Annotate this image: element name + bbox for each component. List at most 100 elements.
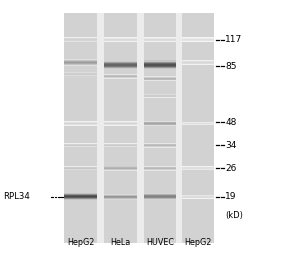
FancyBboxPatch shape <box>64 38 97 39</box>
FancyBboxPatch shape <box>143 79 176 80</box>
FancyBboxPatch shape <box>104 170 136 171</box>
FancyBboxPatch shape <box>182 37 215 38</box>
FancyBboxPatch shape <box>143 76 176 77</box>
FancyBboxPatch shape <box>64 197 97 199</box>
FancyBboxPatch shape <box>143 97 176 98</box>
FancyBboxPatch shape <box>143 37 176 38</box>
FancyBboxPatch shape <box>64 195 97 196</box>
FancyBboxPatch shape <box>182 195 215 196</box>
FancyBboxPatch shape <box>143 196 176 197</box>
FancyBboxPatch shape <box>143 64 176 65</box>
Text: 26: 26 <box>225 164 237 173</box>
FancyBboxPatch shape <box>143 95 176 96</box>
FancyBboxPatch shape <box>143 168 176 169</box>
FancyBboxPatch shape <box>64 124 97 125</box>
FancyBboxPatch shape <box>64 144 97 145</box>
FancyBboxPatch shape <box>104 76 136 77</box>
FancyBboxPatch shape <box>64 59 97 60</box>
Text: HUVEC: HUVEC <box>146 238 174 247</box>
FancyBboxPatch shape <box>143 195 176 196</box>
FancyBboxPatch shape <box>104 199 136 200</box>
FancyBboxPatch shape <box>143 123 176 124</box>
FancyBboxPatch shape <box>143 167 176 168</box>
FancyBboxPatch shape <box>182 41 215 42</box>
FancyBboxPatch shape <box>143 39 176 40</box>
FancyBboxPatch shape <box>64 75 97 76</box>
FancyBboxPatch shape <box>143 147 176 148</box>
FancyBboxPatch shape <box>104 197 136 198</box>
FancyBboxPatch shape <box>104 68 136 69</box>
FancyBboxPatch shape <box>143 199 176 200</box>
FancyBboxPatch shape <box>143 122 176 123</box>
FancyBboxPatch shape <box>182 60 215 61</box>
FancyBboxPatch shape <box>143 65 176 67</box>
FancyBboxPatch shape <box>64 199 97 200</box>
FancyBboxPatch shape <box>104 145 136 146</box>
FancyBboxPatch shape <box>143 60 176 62</box>
FancyBboxPatch shape <box>182 39 215 40</box>
FancyBboxPatch shape <box>143 13 176 243</box>
FancyBboxPatch shape <box>64 39 97 40</box>
FancyBboxPatch shape <box>182 62 215 63</box>
FancyBboxPatch shape <box>64 143 97 144</box>
Text: 117: 117 <box>225 35 243 44</box>
FancyBboxPatch shape <box>143 145 176 146</box>
FancyBboxPatch shape <box>104 39 136 40</box>
FancyBboxPatch shape <box>182 122 215 123</box>
FancyBboxPatch shape <box>143 68 176 69</box>
FancyBboxPatch shape <box>64 64 97 65</box>
FancyBboxPatch shape <box>143 77 176 78</box>
FancyBboxPatch shape <box>143 144 176 145</box>
FancyBboxPatch shape <box>143 78 176 79</box>
FancyBboxPatch shape <box>64 169 97 170</box>
FancyBboxPatch shape <box>143 38 176 39</box>
FancyBboxPatch shape <box>64 167 97 168</box>
Text: (kD): (kD) <box>225 211 243 220</box>
Text: HepG2: HepG2 <box>67 238 94 247</box>
FancyBboxPatch shape <box>182 61 215 62</box>
FancyBboxPatch shape <box>64 37 97 38</box>
FancyBboxPatch shape <box>143 80 176 81</box>
FancyBboxPatch shape <box>104 13 136 243</box>
FancyBboxPatch shape <box>182 64 215 65</box>
FancyBboxPatch shape <box>182 124 215 125</box>
FancyBboxPatch shape <box>182 167 215 168</box>
FancyBboxPatch shape <box>64 122 97 123</box>
FancyBboxPatch shape <box>182 197 215 198</box>
FancyBboxPatch shape <box>182 40 215 41</box>
FancyBboxPatch shape <box>104 167 136 168</box>
FancyBboxPatch shape <box>143 166 176 167</box>
FancyBboxPatch shape <box>64 166 97 167</box>
FancyBboxPatch shape <box>143 124 176 125</box>
FancyBboxPatch shape <box>143 170 176 171</box>
FancyBboxPatch shape <box>64 72 97 73</box>
FancyBboxPatch shape <box>143 169 176 170</box>
FancyBboxPatch shape <box>64 61 97 62</box>
FancyBboxPatch shape <box>104 38 136 39</box>
FancyBboxPatch shape <box>182 166 215 167</box>
FancyBboxPatch shape <box>64 63 97 64</box>
FancyBboxPatch shape <box>182 169 215 170</box>
FancyBboxPatch shape <box>104 78 136 79</box>
FancyBboxPatch shape <box>64 196 97 197</box>
FancyBboxPatch shape <box>64 42 97 43</box>
FancyBboxPatch shape <box>64 168 97 169</box>
FancyBboxPatch shape <box>104 196 136 197</box>
FancyBboxPatch shape <box>182 13 215 243</box>
FancyBboxPatch shape <box>182 168 215 169</box>
FancyBboxPatch shape <box>104 143 136 144</box>
FancyBboxPatch shape <box>104 169 136 170</box>
FancyBboxPatch shape <box>182 38 215 39</box>
FancyBboxPatch shape <box>182 198 215 199</box>
FancyBboxPatch shape <box>143 41 176 42</box>
FancyBboxPatch shape <box>143 143 176 144</box>
FancyBboxPatch shape <box>104 168 136 169</box>
FancyBboxPatch shape <box>64 60 97 61</box>
FancyBboxPatch shape <box>143 62 176 63</box>
FancyBboxPatch shape <box>143 67 176 68</box>
FancyBboxPatch shape <box>64 145 97 146</box>
FancyBboxPatch shape <box>182 123 215 124</box>
Text: HeLa: HeLa <box>110 238 130 247</box>
FancyBboxPatch shape <box>143 146 176 147</box>
FancyBboxPatch shape <box>64 73 97 74</box>
